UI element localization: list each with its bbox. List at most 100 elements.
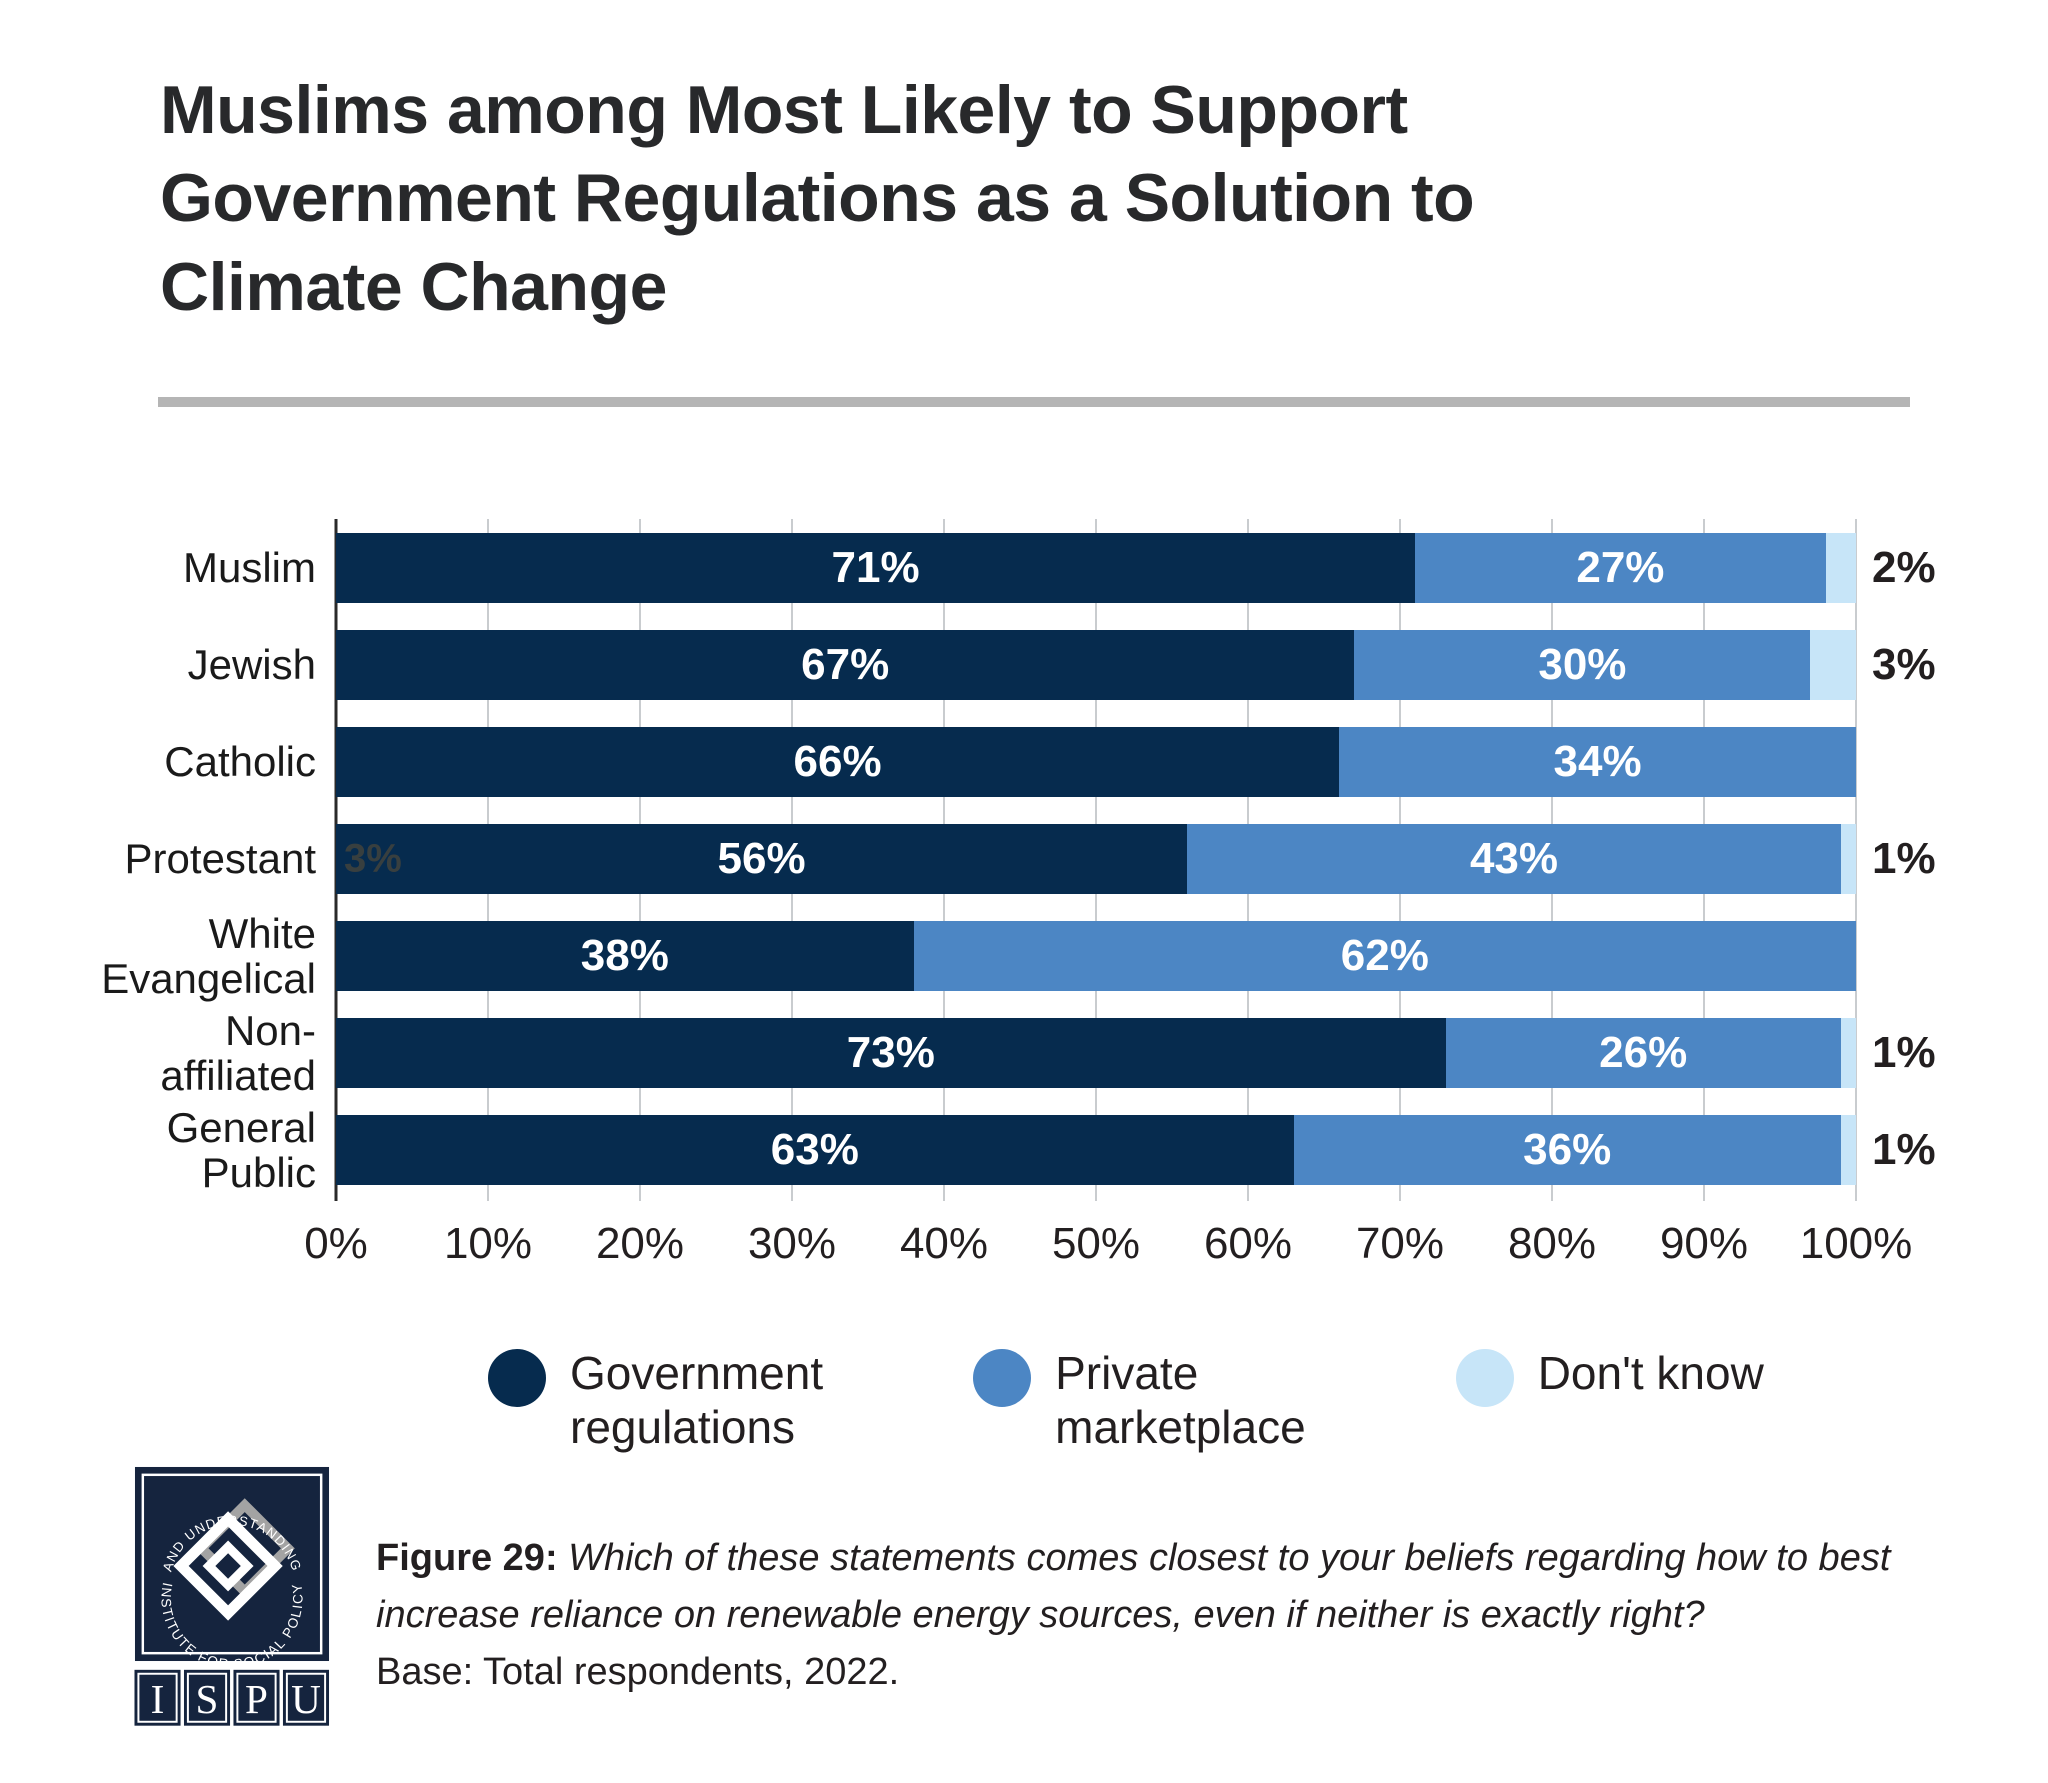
- category-label: Protestant: [124, 835, 316, 883]
- x-tick-label: 10%: [443, 1219, 533, 1269]
- legend-swatch: [488, 1349, 546, 1408]
- bar-segment: 73%: [336, 1018, 1446, 1089]
- bar-rows: 71% 27% 2% 67% 30% 3% 66% 34% 56% 43% 3% 1% 38% 62% 73…: [336, 519, 1936, 1186]
- category-label: General Public: [166, 1103, 316, 1197]
- segment-value-label: 34%: [1553, 737, 1642, 787]
- bar-row: 38% 62%: [336, 921, 1856, 992]
- bar-segment: 62%: [913, 921, 1856, 992]
- figure-question: Which of these statements comes closest …: [376, 1536, 1891, 1636]
- figure-caption: Figure 29: Which of these statements com…: [376, 1530, 1966, 1701]
- bar-row: 73% 26% 1%: [336, 1018, 1936, 1089]
- bar-segment: 26%: [1445, 1018, 1841, 1089]
- category-label: Non-affiliated: [160, 1006, 316, 1100]
- artifact-value-label: 3%: [344, 836, 402, 881]
- bar-row: 63% 36% 1%: [336, 1115, 1936, 1186]
- logo-white-diamond-outline: [173, 1511, 283, 1621]
- x-tick-label: 30%: [747, 1219, 837, 1269]
- bar-segment: 66%: [336, 727, 1340, 798]
- segment-value-label: 26%: [1599, 1028, 1688, 1078]
- bar-row: 66% 34%: [336, 727, 1856, 798]
- bar-segment: 63%: [336, 1115, 1294, 1186]
- legend-item: Private marketplace: [973, 1347, 1306, 1454]
- x-axis: 0% 10% 20% 30% 40% 50% 60% 70% 80% 90% 100%: [304, 1185, 1912, 1285]
- page-title: Muslims among Most Likely to Support Gov…: [160, 66, 1680, 331]
- segment-value-label: 62%: [1340, 931, 1429, 981]
- logo-letter-box: [233, 1669, 280, 1726]
- x-tick-label: 50%: [1051, 1219, 1141, 1269]
- segment-value-label: 30%: [1538, 640, 1627, 690]
- bar-row: 71% 27% 2%: [336, 533, 1936, 604]
- legend-label: Government regulations: [570, 1347, 824, 1453]
- bar-segment: 43%: [1187, 824, 1841, 895]
- bar-segment: [1840, 1018, 1856, 1089]
- legend-swatch: [1455, 1349, 1514, 1408]
- legend-label: Don't know: [1537, 1347, 1764, 1400]
- x-tick-label: 20%: [595, 1219, 685, 1269]
- legend-label: Private marketplace: [1055, 1347, 1306, 1453]
- footer: INSTITUTE FOR SOCIAL POLICY AND UNDERSTA…: [134, 1466, 2048, 1739]
- logo-letter-boxes: I S P U: [134, 1669, 330, 1726]
- x-tick-label: 100%: [1799, 1219, 1913, 1269]
- dont-know-value-label: 1%: [1872, 1028, 1936, 1078]
- bar-segment: 56%: [336, 824, 1188, 895]
- plot-area: 71% 27% 2% 67% 30% 3% 66% 34% 56% 43% 3% 1% 38% 62% 73…: [334, 519, 1936, 1202]
- bar-segment: 71%: [336, 533, 1416, 604]
- logo-letter: P: [245, 1676, 268, 1722]
- bar-segment: [1825, 533, 1856, 604]
- logo-inner-border: [141, 1473, 323, 1655]
- logo-letter-box: [183, 1669, 231, 1726]
- legend-item: Government regulations: [488, 1347, 823, 1454]
- figure-base: Base: Total respondents, 2022.: [376, 1650, 900, 1693]
- title-line-1: Muslims among Most Likely to Support: [160, 72, 1408, 148]
- bar-segment: [1840, 1115, 1856, 1186]
- bar-row: 56% 43% 3% 1%: [336, 824, 1936, 895]
- segment-value-label: 43%: [1469, 834, 1559, 884]
- bar-row: 67% 30% 3%: [336, 630, 1936, 701]
- x-tick-label: 60%: [1203, 1219, 1293, 1269]
- x-tick-label: 0%: [304, 1219, 368, 1269]
- bar-segment: 34%: [1339, 727, 1856, 798]
- title-divider: [158, 397, 1910, 408]
- logo-letter: U: [291, 1676, 321, 1722]
- bar-segment: 67%: [336, 630, 1355, 701]
- stacked-bar-chart: Muslim Jewish Catholic Protestant White Evan…: [78, 519, 2048, 1202]
- dont-know-value-label: 2%: [1872, 543, 1936, 593]
- segment-value-label: 67%: [801, 640, 890, 690]
- bar-segment: [1840, 824, 1856, 895]
- segment-value-label: 27%: [1576, 543, 1665, 593]
- logo-navy-core: [215, 1553, 241, 1579]
- segment-value-label: 73%: [846, 1028, 935, 1078]
- logo-letter: S: [196, 1676, 219, 1722]
- segment-value-label: 38%: [580, 931, 669, 981]
- segment-value-label: 63%: [770, 1125, 859, 1175]
- bar-segment: 30%: [1354, 630, 1811, 701]
- dont-know-value-label: 3%: [1872, 640, 1936, 690]
- bar-segment: 38%: [336, 921, 914, 992]
- segment-value-label: 56%: [717, 834, 806, 884]
- x-tick-label: 70%: [1355, 1219, 1445, 1269]
- category-label: Catholic: [164, 738, 316, 786]
- segment-value-label: 66%: [793, 737, 882, 787]
- logo-letter-box: [282, 1669, 330, 1726]
- legend-swatch: [973, 1349, 1032, 1408]
- category-label: Jewish: [187, 641, 316, 689]
- segment-value-label: 71%: [831, 543, 920, 593]
- x-tick-label: 90%: [1659, 1219, 1749, 1269]
- dont-know-value-label: 1%: [1872, 1125, 1936, 1175]
- bar-segment: [1810, 630, 1856, 701]
- segment-value-label: 36%: [1523, 1125, 1612, 1175]
- legend: Government regulations Private marketplace D…: [488, 1347, 2048, 1454]
- figure-number: Figure 29:: [376, 1536, 558, 1579]
- legend-item: Don't know: [1455, 1347, 1764, 1454]
- category-label: Muslim: [183, 544, 316, 592]
- category-label: White Evangelical: [101, 909, 316, 1003]
- title-line-3: Climate Change: [160, 248, 667, 325]
- x-tick-label: 40%: [899, 1219, 989, 1269]
- category-axis: Muslim Jewish Catholic Protestant White Evan…: [78, 519, 336, 1197]
- dont-know-value-label: 1%: [1872, 834, 1936, 884]
- logo-letter: I: [151, 1676, 165, 1722]
- title-line-2: Government Regulations as a Solution to: [160, 160, 1475, 237]
- bar-segment: 36%: [1293, 1115, 1841, 1186]
- ispu-logo: INSTITUTE FOR SOCIAL POLICY AND UNDERSTA…: [134, 1466, 330, 1726]
- x-tick-label: 80%: [1507, 1219, 1597, 1269]
